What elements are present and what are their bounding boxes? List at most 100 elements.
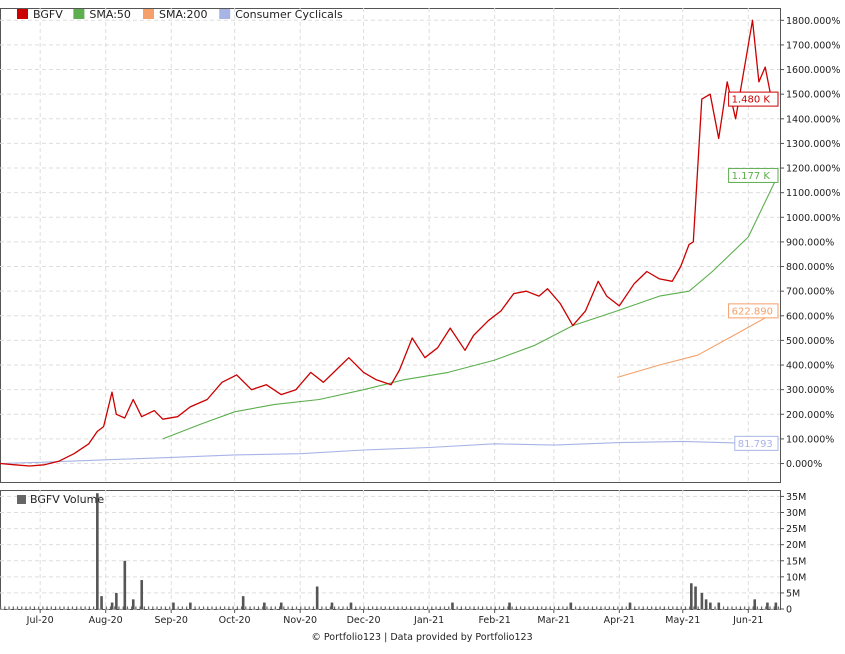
volume-bar-baseline: [8, 606, 10, 609]
x-tick-label: Sep-20: [155, 615, 188, 626]
volume-bar-baseline: [528, 606, 530, 609]
price-y-tick-label: 1600.000%: [786, 65, 840, 76]
volume-bar-baseline: [4, 606, 6, 609]
legend-label: Consumer Cyclicals: [235, 8, 343, 21]
volume-bar-baseline: [160, 606, 162, 609]
x-tick-label: Jul-20: [26, 615, 54, 626]
volume-bar-baseline: [486, 606, 488, 609]
volume-bar-baseline: [667, 606, 670, 609]
volume-bar: [263, 602, 266, 609]
volume-bar-baseline: [401, 606, 403, 609]
volume-bar-baseline: [756, 606, 758, 609]
legend-swatch: [73, 9, 85, 19]
volume-bar-baseline: [651, 606, 653, 609]
volume-bar-baseline: [109, 606, 112, 609]
volume-bar: [131, 599, 135, 609]
price-grid: 0.000% 100.000% 200.000% 300.000% 400.000% 50…: [0, 16, 840, 470]
volume-bar-baseline: [270, 606, 272, 609]
x-tick-label: Nov-20: [283, 615, 317, 626]
price-y-tick-label: 1200.000%: [786, 164, 840, 175]
volume-bars: [0, 493, 780, 609]
volume-y-tick-label: 30M: [786, 508, 806, 519]
volume-bar-baseline: [236, 606, 238, 609]
volume-bar-baseline: [262, 606, 264, 609]
volume-bar: [774, 602, 778, 609]
legend-label: SMA:50: [89, 8, 131, 21]
volume-bar-baseline: [460, 606, 463, 609]
volume-bar-baseline: [511, 606, 513, 609]
volume-bar-baseline: [515, 606, 517, 609]
end-value-badge: [728, 91, 779, 107]
volume-bar-baseline: [295, 606, 298, 609]
volume-bar-baseline: [481, 606, 484, 609]
volume-bar: [569, 602, 573, 609]
volume-bar: [140, 580, 144, 609]
volume-bar-baseline: [215, 606, 217, 609]
volume-grid: 0 5M 10M 15M 20M 25M 30M 35M: [0, 492, 806, 616]
volume-bar-baseline: [507, 606, 509, 609]
volume-bar-baseline: [363, 606, 365, 609]
x-tick-label: Dec-20: [347, 615, 381, 626]
volume-bar-baseline: [414, 606, 416, 609]
volume-bar-baseline: [553, 606, 556, 609]
volume-bar-baseline: [604, 606, 606, 609]
volume-bar-baseline: [558, 606, 560, 609]
series-line-sma-200: [617, 310, 779, 378]
volume-bar-baseline: [384, 606, 386, 609]
end-value-label: 1.480 K: [732, 95, 771, 106]
price-y-tick-label: 800.000%: [786, 262, 834, 273]
end-value-badges: 1.480 K 1.177 K 622.890 81.793: [728, 91, 779, 451]
volume-bar-baseline: [680, 606, 682, 609]
volume-legend-label: BGFV Volume: [30, 493, 104, 506]
volume-bar-baseline: [494, 606, 496, 609]
volume-bar-baseline: [177, 606, 179, 609]
end-value-badge: [728, 167, 779, 183]
volume-bar: [451, 602, 454, 609]
volume-y-tick-label: 15M: [786, 556, 806, 567]
volume-bar-baseline: [541, 606, 543, 609]
volume-bar-baseline: [672, 606, 674, 609]
volume-bar-baseline: [426, 606, 429, 609]
end-value-label: 1.177 K: [732, 171, 771, 182]
volume-bar-baseline: [126, 606, 129, 609]
volume-bar-baseline: [388, 606, 391, 609]
legend: BGFV SMA:50 SMA:200 Consumer Cyclicals: [17, 8, 343, 21]
volume-bar-baseline: [50, 606, 52, 609]
volume-bar: [690, 583, 693, 609]
volume-bar-baseline: [245, 606, 247, 609]
volume-bar-baseline: [338, 606, 340, 609]
volume-bar-baseline: [122, 606, 124, 609]
series-line-consumer-cyclicals: [0, 440, 778, 465]
volume-bar-baseline: [59, 606, 61, 609]
volume-bar-baseline: [164, 606, 167, 609]
volume-bar: [717, 602, 721, 609]
volume-legend-swatch: [17, 495, 26, 504]
price-y-tick-label: 1700.000%: [786, 40, 840, 51]
volume-bar-baseline: [634, 606, 636, 609]
volume-bar-baseline: [769, 606, 771, 609]
volume-bar-baseline: [304, 606, 306, 609]
volume-bar-baseline: [249, 606, 251, 609]
volume-bar-baseline: [744, 606, 746, 609]
legend-swatch: [219, 9, 231, 19]
price-y-tick-label: 1100.000%: [786, 188, 840, 199]
volume-bar-baseline: [25, 606, 27, 609]
volume-bar-baseline: [655, 606, 657, 609]
volume-bar-baseline: [312, 606, 315, 609]
x-tick-label: Feb-21: [478, 615, 510, 626]
volume-bar-baseline: [325, 606, 327, 609]
volume-bar-baseline: [465, 606, 467, 609]
volume-bar-baseline: [536, 606, 539, 609]
volume-bar-baseline: [228, 606, 230, 609]
volume-bar-baseline: [143, 606, 145, 609]
volume-bar-baseline: [684, 606, 687, 609]
x-tick-label: Jun-21: [732, 615, 763, 626]
volume-bar-baseline: [274, 606, 276, 609]
volume-bar-baseline: [346, 606, 348, 609]
volume-bar-baseline: [253, 606, 255, 609]
volume-bar: [330, 602, 334, 609]
volume-bar-baseline: [477, 606, 479, 609]
volume-bar: [110, 602, 114, 609]
volume-bar-baseline: [503, 606, 505, 609]
volume-bar-baseline: [202, 606, 205, 609]
